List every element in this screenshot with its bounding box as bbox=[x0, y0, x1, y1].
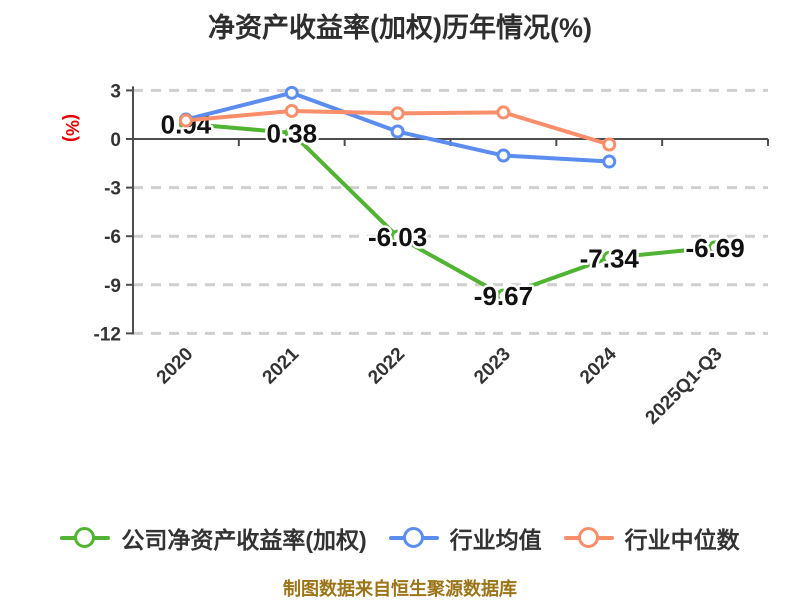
data-point-s0-4[interactable] bbox=[602, 250, 617, 265]
legend-item-industry-mean[interactable]: 行业均值 bbox=[388, 521, 542, 555]
chart-svg: 3 0 -3 -6 -9 -12 (%) 2020 2021 2022 2023 2024 2025Q1… bbox=[62, 81, 769, 429]
x-tick-label: 2020 bbox=[153, 344, 198, 389]
data-point-s0-5[interactable] bbox=[708, 240, 723, 255]
x-tick-label: 2023 bbox=[470, 344, 515, 389]
legend-line-dot-icon bbox=[563, 527, 614, 549]
legend-label: 行业均值 bbox=[449, 527, 542, 553]
data-label: -9.67 bbox=[474, 281, 533, 311]
data-point-s0-1[interactable] bbox=[284, 125, 299, 140]
footer-note: 制图数据来自恒生聚源数据库 bbox=[283, 579, 517, 599]
x-tick-label: 2021 bbox=[259, 343, 304, 388]
data-label: -7.34 bbox=[580, 243, 640, 273]
x-tick-label: 2022 bbox=[364, 344, 409, 389]
data-point-s2-2[interactable] bbox=[390, 106, 405, 121]
y-tick-label: -9 bbox=[104, 276, 121, 297]
x-tick-label: 2025Q1-Q3 bbox=[642, 344, 727, 429]
data-point-s2-3[interactable] bbox=[496, 105, 511, 120]
data-label: -6.03 bbox=[368, 222, 427, 252]
data-label: 0.38 bbox=[266, 118, 317, 148]
y-tick-label: 0 bbox=[110, 130, 121, 151]
data-point-s0-3[interactable] bbox=[496, 288, 511, 303]
series-line-0 bbox=[183, 121, 718, 298]
y-tick-label: -3 bbox=[104, 179, 121, 200]
x-tick-label: 2024 bbox=[576, 343, 621, 388]
data-point-s1-4[interactable] bbox=[602, 154, 617, 169]
data-point-s2-1[interactable] bbox=[284, 103, 299, 118]
data-point-s2-0[interactable] bbox=[178, 113, 193, 128]
data-point-s1-3[interactable] bbox=[496, 148, 511, 163]
data-point-s1-2[interactable] bbox=[390, 124, 405, 139]
legend-item-company-roe[interactable]: 公司净资产收益率(加权) bbox=[60, 521, 367, 555]
legend-label: 公司净资产收益率(加权) bbox=[121, 527, 367, 553]
legend: 公司净资产收益率(加权) 行业均值 行业中位数 bbox=[0, 521, 800, 555]
legend-line-dot-icon bbox=[60, 527, 111, 549]
data-point-s0-2[interactable] bbox=[390, 229, 405, 244]
legend-line-dot-icon bbox=[388, 527, 439, 549]
data-point-s2-4[interactable] bbox=[602, 137, 617, 152]
y-tick-label: 3 bbox=[110, 81, 121, 102]
legend-label: 行业中位数 bbox=[624, 527, 740, 553]
y-axis-name: (%) bbox=[62, 114, 82, 142]
y-tick-label: -12 bbox=[94, 324, 121, 345]
legend-item-industry-median[interactable]: 行业中位数 bbox=[563, 521, 740, 555]
chart-title: 净资产收益率(加权)历年情况(%) bbox=[208, 13, 592, 43]
y-tick-label: -6 bbox=[104, 227, 121, 248]
data-point-s1-1[interactable] bbox=[284, 85, 299, 100]
data-label: -6.69 bbox=[685, 233, 744, 263]
